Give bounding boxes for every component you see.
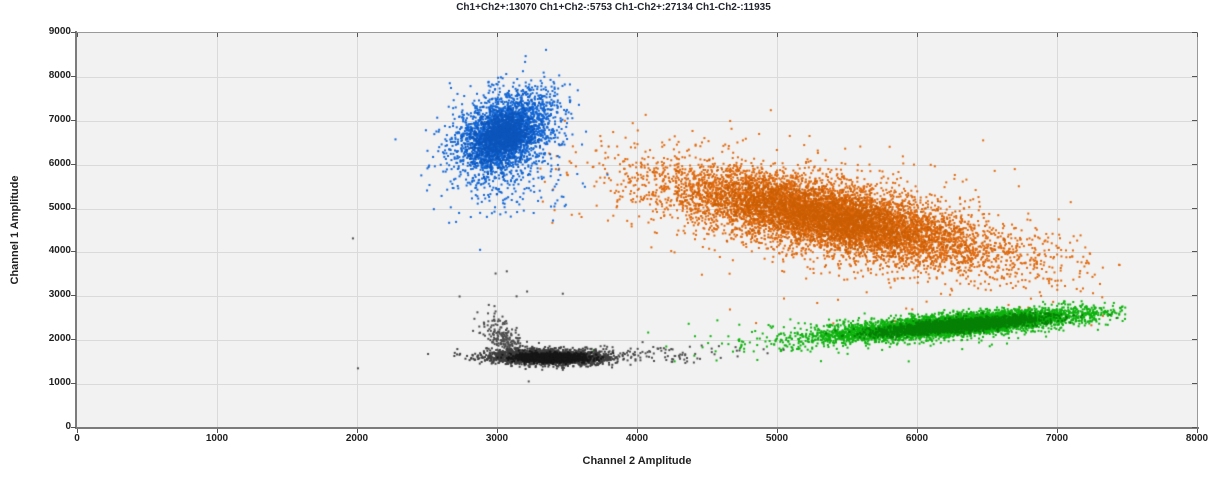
y-tick-right-2000: [1192, 339, 1197, 340]
x-tick-top-3000: [497, 33, 498, 37]
y-tick-label-9000: 9000: [48, 26, 71, 37]
x-tick-label-5000: 5000: [765, 433, 789, 444]
y-tick-label-5000: 5000: [48, 202, 71, 213]
y-axis-line: [75, 31, 77, 429]
x-tick-8000: [1197, 429, 1198, 433]
y-tick-label-1000: 1000: [48, 377, 71, 388]
x-tick-top-6000: [917, 33, 918, 37]
y-axis-label: Channel 1 Amplitude: [9, 175, 21, 285]
y-tick-right-8000: [1192, 76, 1197, 77]
x-tick-2000: [357, 429, 358, 433]
y-tick-right-0: [1192, 427, 1197, 428]
x-axis-label: Channel 2 Amplitude: [582, 455, 692, 467]
y-tick-9000: [71, 32, 76, 33]
y-tick-6000: [71, 164, 76, 165]
x-tick-5000: [777, 429, 778, 433]
x-tick-top-4000: [637, 33, 638, 37]
y-tick-right-7000: [1192, 120, 1197, 121]
x-tick-label-4000: 4000: [625, 433, 649, 444]
x-tick-3000: [497, 429, 498, 433]
y-tick-right-6000: [1192, 164, 1197, 165]
x-tick-label-2000: 2000: [345, 433, 369, 444]
y-tick-right-5000: [1192, 208, 1197, 209]
x-tick-top-1000: [217, 33, 218, 37]
x-tick-6000: [917, 429, 918, 433]
y-tick-0: [71, 427, 76, 428]
y-tick-4000: [71, 251, 76, 252]
y-tick-right-4000: [1192, 251, 1197, 252]
y-tick-3000: [71, 295, 76, 296]
y-tick-label-3000: 3000: [48, 289, 71, 300]
x-tick-top-5000: [777, 33, 778, 37]
y-tick-label-2000: 2000: [48, 333, 71, 344]
y-tick-label-6000: 6000: [48, 158, 71, 169]
x-axis-line: [75, 427, 1199, 429]
plot-title-population-counts: Ch1+Ch2+:13070 Ch1+Ch2-:5753 Ch1-Ch2+:27…: [456, 2, 771, 13]
y-tick-7000: [71, 120, 76, 121]
x-tick-1000: [217, 429, 218, 433]
x-tick-4000: [637, 429, 638, 433]
y-tick-right-3000: [1192, 295, 1197, 296]
x-tick-label-6000: 6000: [905, 433, 929, 444]
x-tick-top-7000: [1057, 33, 1058, 37]
y-tick-label-7000: 7000: [48, 114, 71, 125]
y-tick-5000: [71, 208, 76, 209]
y-tick-right-1000: [1192, 383, 1197, 384]
x-tick-label-1000: 1000: [205, 433, 229, 444]
x-tick-7000: [1057, 429, 1058, 433]
y-tick-8000: [71, 76, 76, 77]
x-tick-top-0: [77, 33, 78, 37]
x-tick-label-3000: 3000: [485, 433, 509, 444]
droplet-scatter-canvas: [77, 33, 1197, 428]
x-tick-top-8000: [1197, 33, 1198, 37]
y-tick-label-8000: 8000: [48, 70, 71, 81]
y-tick-right-9000: [1192, 32, 1197, 33]
x-tick-label-8000: 8000: [1185, 433, 1209, 444]
x-tick-label-7000: 7000: [1045, 433, 1069, 444]
x-tick-label-0: 0: [74, 433, 80, 444]
y-tick-label-4000: 4000: [48, 245, 71, 256]
x-tick-0: [77, 429, 78, 433]
y-tick-1000: [71, 383, 76, 384]
plot-area: [77, 32, 1198, 428]
x-tick-top-2000: [357, 33, 358, 37]
y-tick-2000: [71, 339, 76, 340]
y-tick-label-0: 0: [65, 421, 71, 432]
